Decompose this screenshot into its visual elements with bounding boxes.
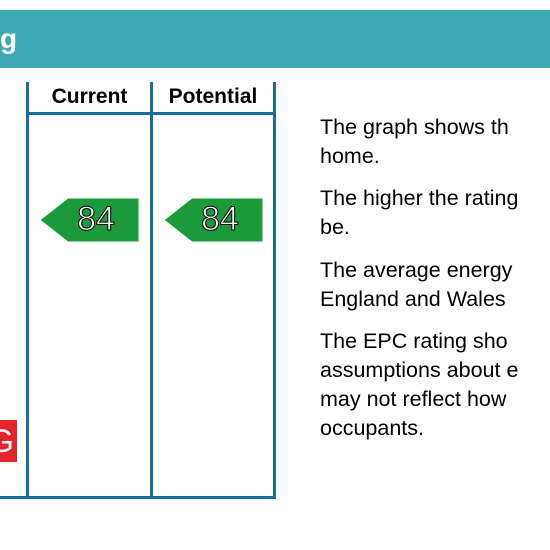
paragraph-line: The graph shows th: [320, 115, 509, 139]
header-title: g: [0, 23, 18, 54]
paragraph-line: The average energy: [320, 258, 513, 282]
potential-rating: 84: [201, 200, 239, 238]
paragraph-line: may not reflect how: [320, 387, 507, 411]
table-border: [26, 82, 29, 499]
table-border: [273, 82, 276, 499]
paragraph-line: occupants.: [320, 416, 424, 440]
current-rating: 84: [77, 200, 115, 238]
paragraph-line: assumptions about e: [320, 358, 519, 382]
paragraph-line: The higher the rating: [320, 186, 519, 210]
band-label: G: [0, 420, 17, 462]
rating-arrow: [39, 197, 140, 243]
table-border: [0, 496, 276, 499]
paragraph-line: home.: [320, 144, 380, 168]
table-border: [26, 112, 276, 115]
rating-arrow: [163, 197, 264, 243]
paragraph-line: England and Wales: [320, 287, 506, 311]
table-border: [150, 82, 153, 499]
paragraph-line: The EPC rating sho: [320, 329, 508, 353]
paragraph-line: be.: [320, 215, 350, 239]
column-header: Current: [51, 85, 128, 108]
column-header: Potential: [168, 85, 258, 108]
header-band: [0, 10, 550, 68]
